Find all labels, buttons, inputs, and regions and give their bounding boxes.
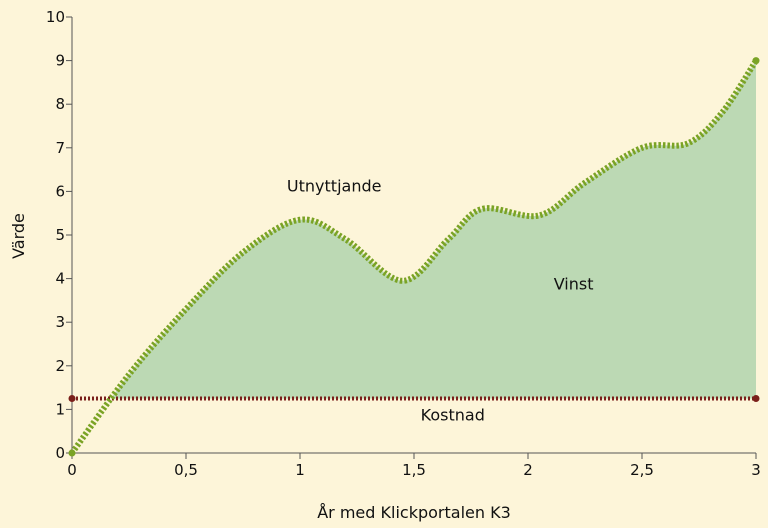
- kostnad-end-point: [752, 395, 760, 402]
- x-tick-label: 2,5: [630, 461, 654, 479]
- annotation-label: Vinst: [554, 275, 594, 294]
- y-tick-label: 1: [55, 400, 65, 418]
- y-tick-label: 4: [55, 270, 65, 288]
- x-ticks: 0 0,5 1 1,5 2 2,5 3: [67, 453, 761, 479]
- utnyttjande-start-point: [68, 449, 76, 457]
- x-tick-label: 3: [751, 461, 761, 479]
- x-tick-label: 2: [523, 461, 533, 479]
- y-tick-label: 3: [55, 313, 65, 331]
- annotations: Utnyttjande Vinst Kostnad: [287, 176, 594, 424]
- x-tick-label: 0,5: [174, 461, 198, 479]
- series-lines: [68, 57, 760, 457]
- y-tick-label: 6: [55, 182, 65, 200]
- x-tick-label: 1: [295, 461, 305, 479]
- annotation-label: Kostnad: [421, 405, 485, 424]
- y-tick-label: 9: [55, 52, 65, 70]
- profit-area: [72, 60, 756, 399]
- x-tick-label: 0: [67, 461, 77, 479]
- y-tick-label: 7: [55, 139, 65, 157]
- y-axis-title: Värde: [9, 213, 28, 259]
- x-axis-title: År med Klickportalen K3: [317, 503, 511, 522]
- y-tick-label: 5: [55, 226, 65, 244]
- y-tick-label: 0: [55, 444, 65, 462]
- x-tick-label: 1,5: [402, 461, 426, 479]
- y-tick-label: 2: [55, 357, 65, 375]
- y-tick-label: 8: [55, 95, 65, 113]
- kostnad-start-point: [68, 395, 76, 402]
- y-tick-label: 10: [46, 8, 65, 26]
- annotation-label: Utnyttjande: [287, 176, 382, 195]
- y-ticks: 0 1 2 3 4 5 6 7 8 9 10: [46, 8, 72, 462]
- utnyttjande-end-point: [752, 57, 760, 65]
